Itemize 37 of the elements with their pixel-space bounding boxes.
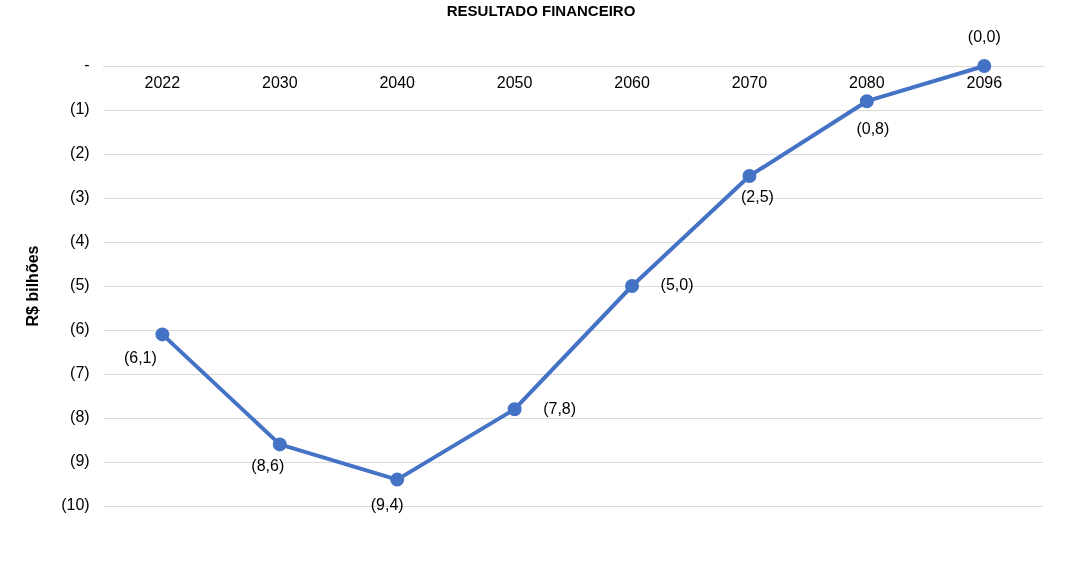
data-label: (6,1) xyxy=(123,348,157,366)
data-label: (8,6) xyxy=(251,456,285,474)
data-label: (9,4) xyxy=(370,496,404,514)
x-tick-label: 2030 xyxy=(261,74,298,92)
y-tick-label: (4) xyxy=(70,232,90,250)
x-tick-label: 2060 xyxy=(614,74,650,92)
y-tick-label: (6) xyxy=(70,320,90,338)
x-tick-label: 2080 xyxy=(849,74,885,92)
data-label: (7,8) xyxy=(543,399,577,417)
point xyxy=(155,327,170,342)
x-tick-label: 2096 xyxy=(966,74,1003,92)
data-label: (5,0) xyxy=(660,276,694,294)
x-tick-label: 2070 xyxy=(731,74,768,92)
point xyxy=(272,437,287,452)
point xyxy=(742,169,757,183)
point xyxy=(859,94,874,109)
point xyxy=(507,402,522,417)
y-tick-label: (10) xyxy=(61,496,90,514)
y-tick-label: - xyxy=(84,56,90,74)
data-label: (2,5) xyxy=(741,188,774,206)
y-tick-label: (2) xyxy=(70,144,90,162)
point xyxy=(977,59,992,73)
y-tick-label: (9) xyxy=(70,452,90,470)
y-tick-label: (1) xyxy=(70,100,90,118)
y-tick-label: (3) xyxy=(70,188,90,206)
y-tick-label: (5) xyxy=(70,276,90,294)
chart-title: RESULTADO FINANCEIRO xyxy=(446,1,636,19)
x-tick-label: 2050 xyxy=(496,74,533,92)
y-tick-label: (8) xyxy=(70,408,90,426)
point xyxy=(625,279,640,293)
data-label: (0,8) xyxy=(856,119,890,137)
x-tick-label: 2022 xyxy=(144,74,181,92)
y-tick-label: (7) xyxy=(70,364,90,382)
data-label: (0,0) xyxy=(967,28,1001,46)
y-axis-title: R$ bilhões xyxy=(24,245,42,327)
point xyxy=(390,472,405,487)
x-tick-label: 2040 xyxy=(379,74,416,92)
